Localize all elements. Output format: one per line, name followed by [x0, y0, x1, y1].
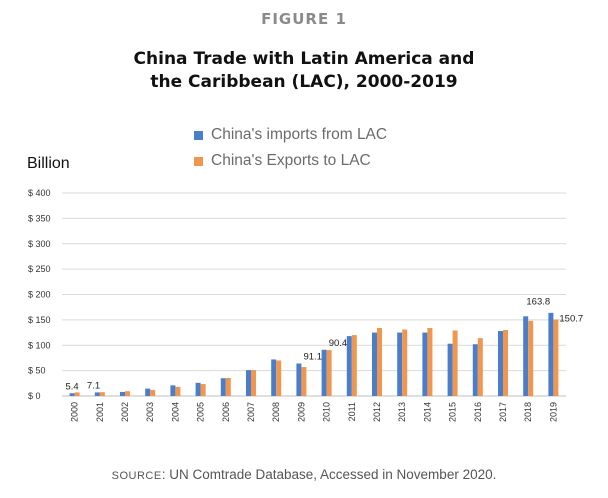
x-tick-label: 2006 — [221, 402, 231, 422]
x-tick-label: 2018 — [523, 402, 533, 422]
source-note: SOURCE: UN Comtrade Database, Accessed i… — [0, 467, 608, 482]
bar-exports — [326, 350, 332, 396]
x-tick-label: 2000 — [70, 402, 80, 422]
data-label: 91.1 — [303, 352, 322, 363]
bar-imports — [69, 393, 75, 396]
chart-legend: China's imports from LAC China's Exports… — [194, 122, 387, 174]
legend-item-imports: China's imports from LAC — [194, 122, 387, 148]
bar-imports — [145, 388, 151, 396]
source-head: SOURCE — [111, 470, 162, 482]
bar-imports — [321, 349, 327, 396]
bar-imports — [447, 343, 453, 396]
x-tick-label: 2017 — [498, 402, 508, 422]
x-tick-label: 2016 — [473, 402, 483, 422]
x-tick-label: 2012 — [372, 402, 382, 422]
y-unit-label: Billion — [27, 155, 70, 172]
bar-imports — [120, 391, 125, 396]
bar-exports — [125, 391, 130, 396]
bar-imports — [397, 332, 403, 396]
x-tick-label: 2003 — [145, 402, 155, 422]
x-tick-label: 2010 — [322, 402, 332, 422]
legend-swatch-exports — [194, 156, 203, 166]
bar-exports — [452, 330, 458, 396]
bar-exports — [150, 389, 156, 396]
y-tick-label: $ 250 — [28, 264, 51, 274]
x-tick-label: 2015 — [448, 402, 458, 422]
x-tick-label: 2005 — [196, 402, 206, 422]
x-tick-label: 2007 — [246, 402, 256, 422]
bar-exports — [74, 392, 80, 396]
bar-imports — [472, 344, 478, 396]
y-tick-label: $ 400 — [28, 188, 51, 198]
x-tick-label: 2019 — [548, 402, 558, 422]
y-tick-label: $ 200 — [28, 290, 51, 300]
y-tick-label: $ 150 — [28, 315, 51, 325]
data-label: 90.4 — [329, 338, 348, 349]
bar-imports — [372, 332, 377, 396]
legend-swatch-imports — [194, 130, 203, 140]
data-label: 150.7 — [559, 314, 583, 325]
bar-exports — [528, 320, 534, 396]
x-tick-label: 2002 — [120, 402, 130, 422]
bar-exports — [99, 392, 105, 396]
bar-exports — [503, 330, 508, 396]
bar-imports — [94, 392, 100, 396]
bar-exports — [225, 377, 231, 396]
bar-imports — [296, 363, 302, 396]
bar-imports — [498, 331, 503, 396]
bar-imports — [548, 312, 554, 396]
figure-label: FIGURE 1 — [261, 10, 347, 28]
bar-exports — [351, 335, 357, 396]
bar-imports — [170, 385, 176, 396]
bar-exports — [175, 386, 181, 396]
legend-label-exports: China's Exports to LAC — [211, 152, 371, 169]
source-text: : UN Comtrade Database, Accessed in Nove… — [161, 467, 497, 482]
bar-exports — [301, 367, 307, 396]
chart-title-line-2: the Caribbean (LAC), 2000-2019 — [150, 72, 458, 92]
y-tick-label: $ 300 — [28, 239, 51, 249]
bar-exports — [200, 384, 206, 396]
bar-exports — [477, 338, 483, 396]
bar-imports — [195, 382, 201, 396]
x-tick-label: 2009 — [296, 402, 306, 422]
chart-title: China Trade with Latin America and the C… — [0, 48, 608, 94]
y-tick-label: $ 100 — [28, 340, 51, 350]
y-tick-label: $ 0 — [28, 391, 41, 401]
bar-exports — [276, 360, 282, 396]
y-tick-label: $ 350 — [28, 213, 51, 223]
bar-imports — [271, 359, 277, 396]
x-tick-label: 2014 — [422, 402, 432, 422]
bar-imports — [220, 378, 226, 396]
bar-exports — [402, 329, 408, 396]
x-tick-label: 2004 — [170, 402, 180, 422]
bar-imports — [246, 370, 251, 396]
bar-chart: $ 0 $ 50 $ 100 $ 150 $ 200 $ 250 $ 300 $ 350 $ 4… — [28, 188, 583, 422]
data-label: 5.4 — [65, 381, 78, 392]
data-label: 7.1 — [87, 380, 100, 391]
x-tick-label: 2011 — [347, 402, 357, 421]
bar-exports — [553, 319, 559, 396]
chart-title-line-1: China Trade with Latin America and — [133, 49, 475, 69]
bar-exports — [251, 370, 256, 396]
bar-exports — [427, 327, 433, 396]
bar-exports — [377, 327, 382, 396]
bar-imports — [346, 336, 352, 396]
legend-label-imports: China's imports from LAC — [211, 126, 388, 143]
x-tick-label: 2013 — [397, 402, 407, 422]
x-tick-label: 2008 — [271, 402, 281, 422]
bar-imports — [523, 316, 529, 396]
x-tick-label: 2001 — [95, 402, 105, 422]
data-label: 163.8 — [526, 296, 550, 307]
y-tick-label: $ 50 — [28, 366, 46, 376]
bar-imports — [422, 332, 428, 396]
legend-item-exports: China's Exports to LAC — [194, 148, 387, 174]
